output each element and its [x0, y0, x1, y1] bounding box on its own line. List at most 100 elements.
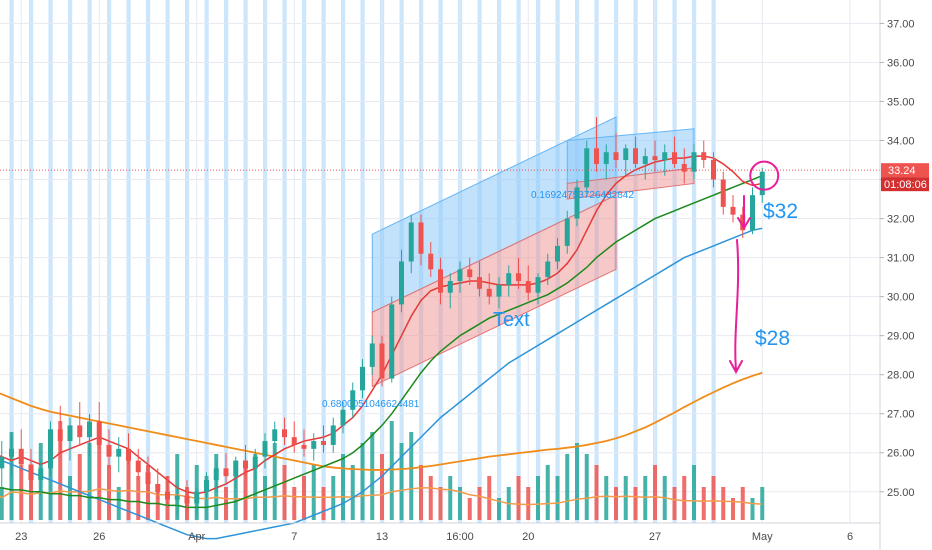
session-band [126, 0, 131, 523]
candle-body [389, 304, 395, 379]
candle-body [594, 148, 599, 164]
y-tick-label: 35.00 [887, 96, 915, 108]
volume-bar [526, 487, 531, 520]
ma-red-line [0, 155, 763, 495]
volume-bar [672, 487, 677, 520]
session-band [711, 0, 716, 523]
candle-body [350, 390, 356, 410]
candle-body [291, 437, 297, 445]
candle-body [633, 148, 638, 164]
volume-bar [331, 476, 336, 520]
drawing-overlays [729, 160, 780, 375]
volume-bar [97, 432, 102, 520]
candle-body [223, 468, 229, 477]
candle-body [116, 448, 122, 457]
candle-body [233, 460, 239, 477]
candle-body [584, 148, 590, 188]
volume-bar [263, 476, 267, 520]
candle-body [438, 269, 443, 293]
volume-bar [438, 487, 443, 520]
candle-body [457, 269, 463, 282]
candle-body [740, 214, 746, 231]
session-band [9, 0, 14, 523]
candle-body [126, 448, 131, 461]
session-band [204, 0, 209, 523]
candle-body [701, 152, 707, 161]
session-band [672, 0, 677, 523]
x-tick-label: 23 [15, 531, 27, 543]
candle-body [730, 206, 736, 215]
candle-body [145, 472, 151, 484]
candle-body [623, 148, 629, 161]
candle-body [750, 195, 755, 231]
x-tick-label: 20 [522, 531, 534, 543]
volume-bar [136, 476, 141, 520]
candle-body [399, 261, 404, 305]
candle-body [759, 171, 765, 196]
session-band [68, 0, 73, 523]
candle-body [691, 152, 697, 172]
volume-bar [0, 487, 4, 520]
y-tick-label: 29.00 [887, 331, 915, 343]
candle-body [38, 468, 44, 481]
volume-bar [350, 465, 355, 520]
red-channel-right [566, 167, 695, 200]
candle-body [204, 480, 209, 492]
session-band [165, 0, 170, 523]
y-tick-label: 30.00 [887, 292, 915, 304]
fib-label-2[interactable]: 0.16924753726432842 [531, 190, 634, 201]
volume-bar [419, 465, 423, 520]
y-axis[interactable]: 25.00 26.00 27.00 28.00 29.00 30.00 31.00 32.00… [880, 18, 915, 499]
volume-bar [633, 487, 638, 520]
volume-bar [253, 454, 258, 520]
volume-bar [77, 454, 82, 520]
candle-body [321, 441, 326, 445]
volume-bar [682, 476, 687, 520]
volume-bar [516, 476, 521, 520]
candle-body [516, 273, 521, 282]
ma-blue-line [0, 227, 763, 540]
session-band [146, 0, 151, 523]
candle-body [243, 460, 248, 469]
y-tick-label: 32.00 [887, 214, 915, 226]
target-32-label[interactable]: $32 [763, 200, 798, 223]
candle-body [564, 218, 570, 246]
text-annotation[interactable]: Text [493, 309, 530, 331]
candle-body [18, 448, 24, 465]
volume-bar [701, 487, 706, 520]
volume-bar [58, 421, 63, 520]
session-band [321, 0, 326, 523]
x-tick-label: 26 [93, 531, 105, 543]
candle-body [574, 187, 580, 219]
x-tick-label: May [752, 531, 773, 543]
volume-bar [653, 465, 657, 520]
session-band [282, 0, 287, 523]
fib-label-1[interactable]: 0.6800051046624481 [322, 399, 420, 410]
candle-body [467, 269, 473, 278]
volume-bar [272, 443, 277, 520]
volume-bar [29, 476, 33, 520]
x-axis[interactable]: 23 26 Apr 7 13 16:00 20 27 May 6 [15, 531, 853, 543]
candle-body [711, 160, 716, 180]
y-tick-label: 36.00 [887, 57, 915, 69]
y-tick-label: 28.00 [887, 370, 915, 382]
candle-body [311, 441, 317, 449]
moving-averages [0, 155, 763, 540]
target-28-label[interactable]: $28 [755, 327, 790, 350]
last-price-label: 33.24 [888, 165, 916, 177]
y-tick-label: 37.00 [887, 18, 915, 30]
session-band [224, 0, 229, 523]
candle-body [262, 441, 268, 457]
candle-body [301, 444, 307, 449]
x-tick-label: 13 [376, 531, 388, 543]
volume-bar [311, 465, 316, 520]
x-tick-label: 27 [649, 531, 661, 543]
volume-bar [341, 454, 345, 520]
candle-body [418, 222, 424, 254]
candle-body [555, 245, 560, 262]
candle-body [662, 152, 668, 161]
candle-body [525, 281, 531, 293]
volume-bar [750, 498, 755, 520]
